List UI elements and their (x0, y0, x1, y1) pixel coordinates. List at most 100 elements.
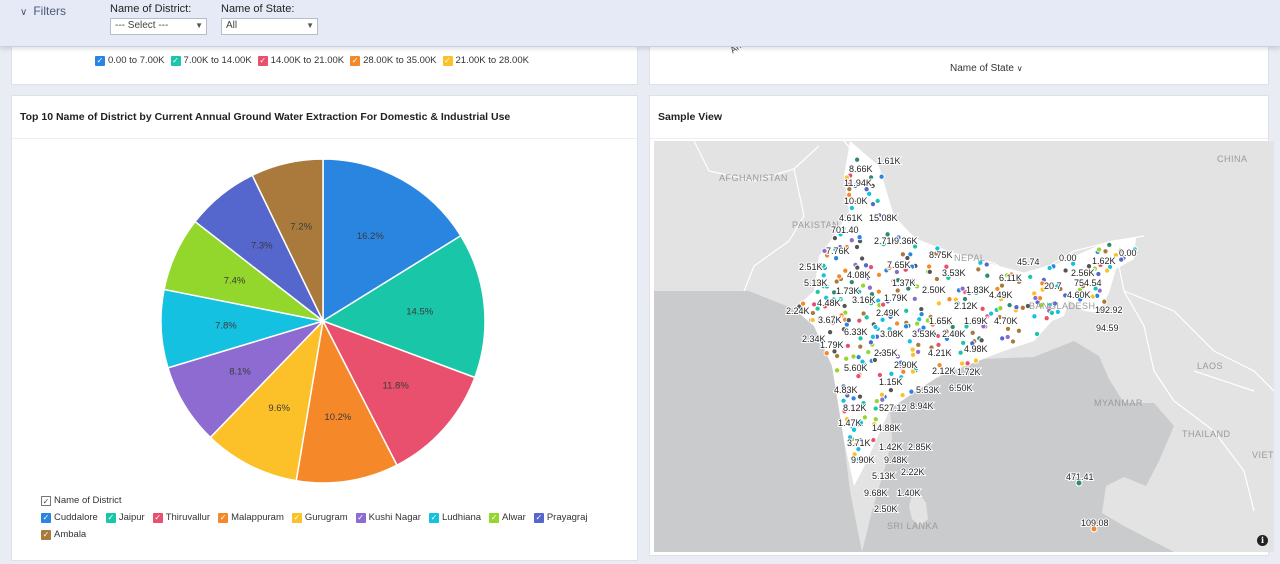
map-point[interactable] (899, 251, 906, 258)
map-point[interactable] (913, 283, 921, 290)
map-point[interactable] (975, 266, 982, 273)
map-point[interactable] (996, 314, 1003, 321)
map-point[interactable] (875, 288, 882, 295)
map-point[interactable] (980, 323, 987, 330)
map-point[interactable] (1019, 304, 1026, 311)
map-point[interactable] (909, 263, 916, 270)
map-point[interactable] (877, 351, 885, 358)
map-point[interactable] (1085, 263, 1093, 270)
map-point[interactable] (880, 301, 887, 308)
map-point[interactable] (840, 326, 847, 333)
map-point[interactable] (821, 303, 829, 310)
map-point[interactable] (1091, 265, 1098, 272)
map-point[interactable] (1003, 272, 1010, 279)
map-point[interactable] (823, 283, 831, 290)
pie-legend-item[interactable]: ✓ Cuddalore (41, 512, 98, 523)
range-legend-item[interactable]: ✓ 21.00K to 28.00K (442, 55, 529, 66)
map-point[interactable] (1009, 338, 1017, 345)
map-point[interactable] (894, 287, 901, 294)
map-point[interactable] (1004, 325, 1012, 332)
map-point[interactable] (844, 342, 851, 349)
map-point[interactable] (857, 335, 864, 342)
map-point[interactable] (845, 317, 852, 324)
map-point[interactable] (842, 267, 849, 274)
map-point[interactable] (831, 235, 838, 242)
map-point[interactable] (977, 259, 984, 266)
map-point[interactable] (884, 231, 891, 238)
map-point[interactable] (899, 392, 906, 399)
pie-legend-item[interactable]: ✓ Jaipur (105, 512, 145, 523)
map-point[interactable] (867, 339, 874, 346)
map-point[interactable] (851, 451, 858, 458)
map-point[interactable] (814, 288, 821, 295)
map-point[interactable] (874, 215, 881, 222)
map-point[interactable] (1048, 309, 1055, 316)
pie-slice-malappuram[interactable] (295, 318, 398, 484)
map-point[interactable] (943, 328, 950, 335)
map-point[interactable] (871, 421, 878, 428)
map-point[interactable] (960, 339, 967, 346)
map-point[interactable] (929, 321, 936, 328)
map-point[interactable] (895, 234, 902, 241)
map-point[interactable] (926, 263, 933, 270)
pie-legend-item[interactable]: ✓ Prayagraj (533, 512, 587, 523)
map-point[interactable] (963, 323, 970, 330)
map-point[interactable] (840, 383, 847, 390)
map-point[interactable] (850, 395, 857, 402)
map-point[interactable] (924, 317, 931, 324)
map-point[interactable] (912, 243, 919, 250)
map-point[interactable] (954, 300, 961, 307)
map-point[interactable] (817, 317, 824, 324)
map-point[interactable] (1054, 308, 1061, 315)
map-point[interactable] (869, 201, 877, 208)
map-point[interactable] (860, 310, 867, 317)
pie-legend-title-row[interactable]: ✓ Name of District (41, 495, 122, 506)
map-point[interactable] (1015, 327, 1022, 334)
map-point[interactable] (875, 271, 883, 278)
map-point[interactable] (1070, 260, 1077, 267)
map-point[interactable] (956, 270, 963, 278)
map-point[interactable] (848, 279, 855, 286)
map-point[interactable] (903, 323, 910, 330)
map-point[interactable] (878, 173, 885, 180)
map-point[interactable] (814, 277, 821, 285)
map-point[interactable] (850, 426, 858, 433)
map-point[interactable] (1015, 276, 1022, 283)
map-point[interactable] (920, 324, 927, 331)
map-point[interactable] (1112, 252, 1119, 259)
map-point[interactable] (847, 213, 854, 220)
map-point[interactable] (860, 282, 867, 289)
map-point[interactable] (845, 180, 852, 187)
map-point[interactable] (893, 268, 900, 276)
map-point[interactable] (854, 264, 861, 271)
map-point[interactable] (843, 355, 850, 362)
map-point[interactable] (915, 348, 922, 355)
map-point[interactable] (997, 305, 1004, 312)
map-point[interactable] (984, 272, 991, 279)
map-point[interactable] (943, 263, 950, 270)
map-point[interactable] (800, 300, 807, 307)
map-point[interactable] (945, 350, 952, 357)
pie-slice-gurugram[interactable] (209, 318, 325, 482)
map-point[interactable] (859, 255, 866, 262)
map-point[interactable] (1131, 246, 1138, 253)
map-point[interactable] (843, 416, 851, 423)
map-point[interactable] (879, 396, 886, 403)
map-point[interactable] (901, 238, 908, 245)
map-point[interactable] (859, 358, 866, 365)
range-legend-item[interactable]: ✓ 7.00K to 14.00K (170, 55, 252, 66)
map-point[interactable] (900, 368, 907, 375)
map-point[interactable] (1004, 333, 1011, 341)
map-point[interactable] (846, 191, 853, 198)
map-point[interactable] (886, 264, 893, 272)
map-point[interactable] (928, 344, 935, 351)
map-point[interactable] (872, 323, 879, 331)
map-point[interactable] (959, 360, 966, 367)
district-select[interactable]: --- Select --- ▼ (110, 18, 207, 35)
map-point[interactable] (824, 252, 831, 259)
range-legend-item[interactable]: ✓ 28.00K to 35.00K (350, 55, 437, 66)
pie-legend-item[interactable]: ✓ Ambala (41, 529, 86, 540)
map-point[interactable] (903, 307, 910, 314)
map-point[interactable] (878, 391, 886, 398)
map-point[interactable] (850, 353, 857, 360)
